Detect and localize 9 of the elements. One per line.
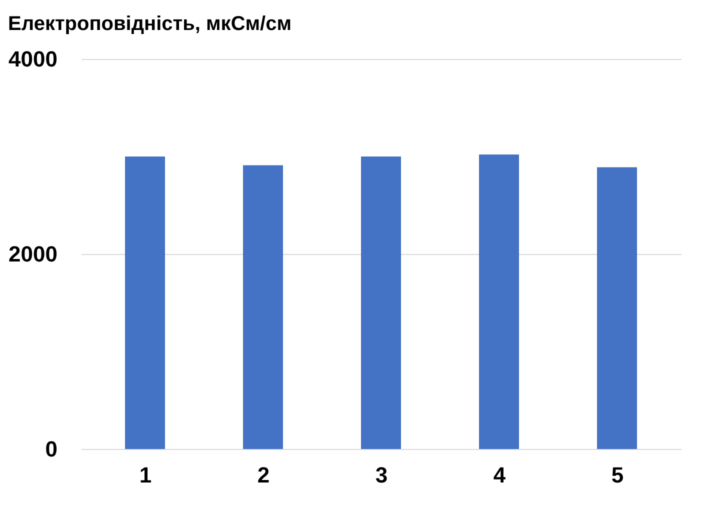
- x-tick-label: 1: [139, 462, 152, 488]
- y-tick-label: 2000: [8, 242, 58, 266]
- x-tick-label: 3: [375, 462, 388, 488]
- x-tick-label: 4: [493, 462, 506, 488]
- x-tick-label: 2: [257, 462, 270, 488]
- chart-title: Електроповідність, мкСм/см: [8, 13, 292, 35]
- x-tick-label: 5: [611, 462, 624, 488]
- y-tick-label: 0: [45, 436, 58, 462]
- y-tick-label: 4000: [8, 46, 58, 72]
